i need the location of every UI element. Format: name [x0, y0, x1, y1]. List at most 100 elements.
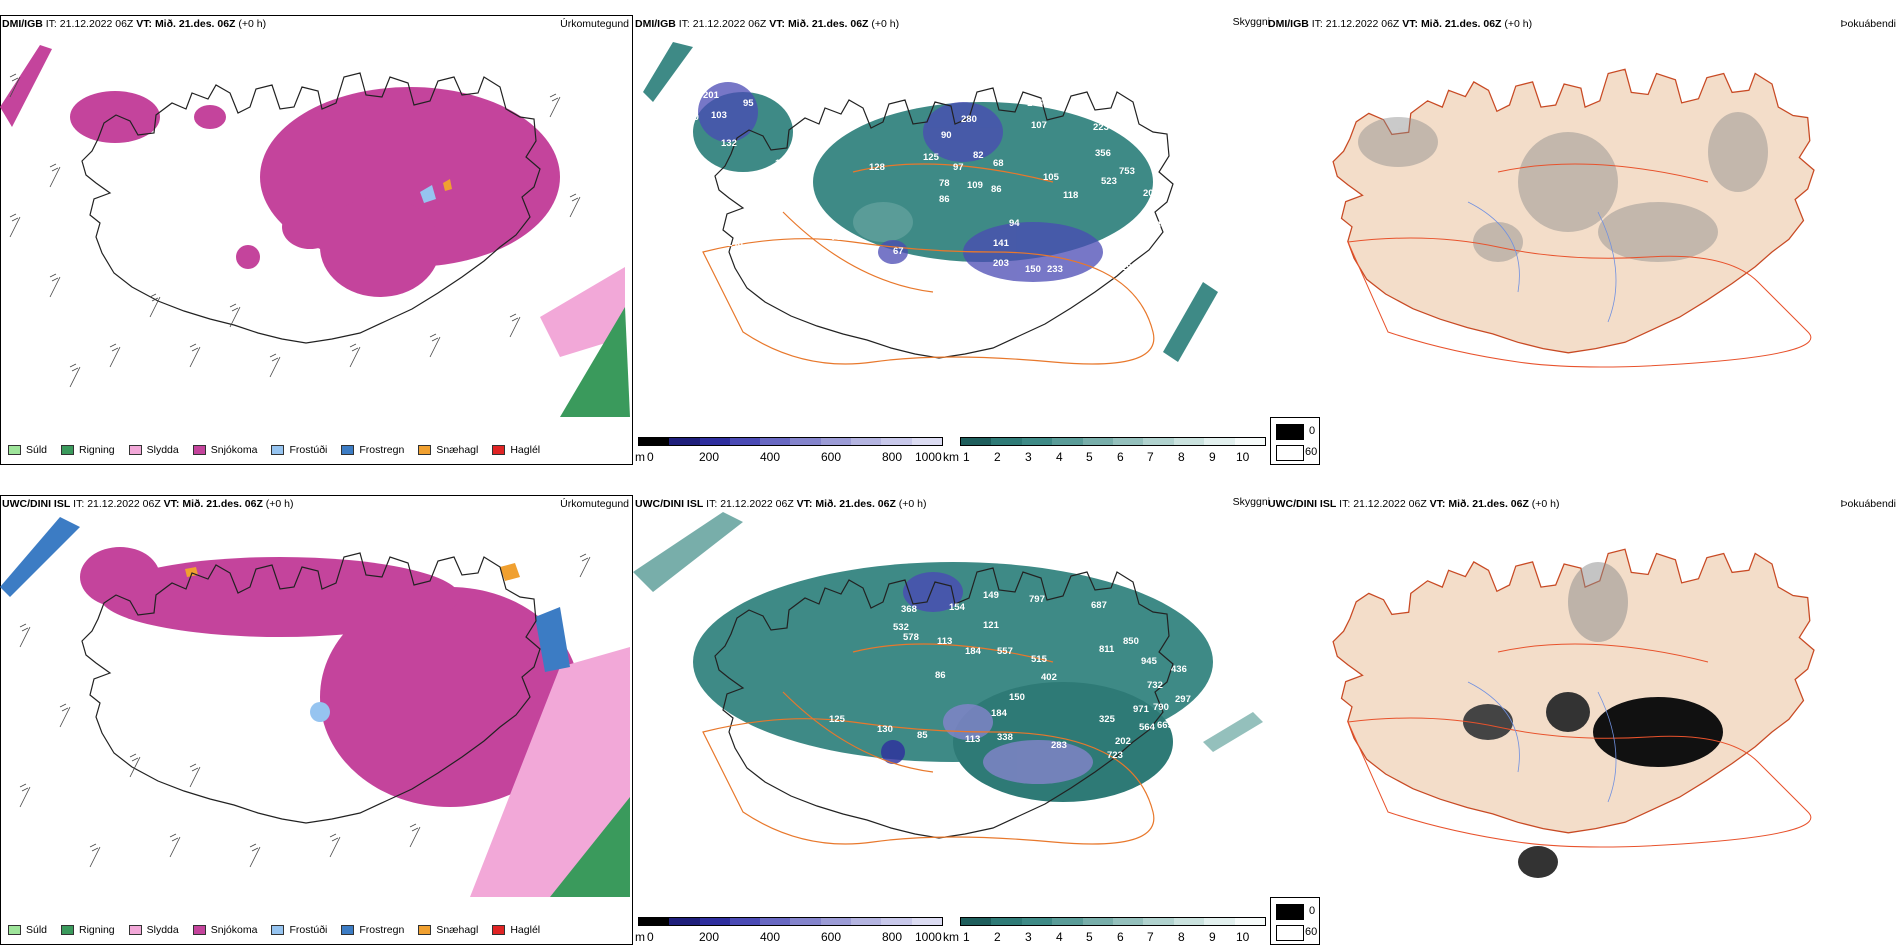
offset: (+0 h)	[1531, 498, 1560, 510]
ceiling-label: 207	[735, 184, 751, 195]
panel-title: UWC/DINI ISL IT: 21.12.2022 06Z VT: Mið.…	[2, 498, 294, 510]
ceiling-unit: m	[635, 450, 645, 464]
precip-areas	[0, 45, 630, 417]
ceiling-label: 82	[973, 150, 984, 161]
ceiling-label: 132	[721, 138, 737, 149]
it-value: 21.12.2022 06Z	[720, 498, 794, 510]
ceiling-label: 68	[993, 158, 1004, 169]
variable-name: Þokuábendi	[1840, 18, 1896, 30]
legend-item-freezing-drizzle: Frostúði	[271, 444, 327, 456]
visibility-areas	[633, 512, 1263, 802]
ceiling-label: 356	[1095, 148, 1111, 159]
ceiling-label: 338	[997, 732, 1013, 743]
precip-legend: Súld Rigning Slydda Snjókoma Frostúði Fr…	[8, 924, 554, 936]
legend-item-rain: Rigning	[61, 924, 115, 936]
ceiling-label: 233	[1047, 264, 1063, 275]
ceiling-label: 173	[1113, 242, 1129, 253]
ceiling-label: 141	[993, 238, 1010, 249]
ceiling-label: 532	[893, 622, 909, 633]
it-label: IT:	[706, 498, 718, 510]
freezing-rain-area	[0, 517, 80, 597]
ceiling-label: 149	[983, 590, 999, 601]
legend-item-sleet: Slydda	[128, 924, 179, 936]
fog-area	[1358, 117, 1438, 167]
ceiling-label: 325	[1099, 714, 1116, 725]
visibility-tick: 7	[1147, 930, 1154, 944]
snow-area	[320, 197, 440, 297]
ceiling-label: 201	[703, 90, 720, 101]
roads	[702, 163, 1155, 365]
variable-name: Úrkomutegund	[560, 498, 629, 510]
low-visibility-streak	[1203, 712, 1263, 752]
ceiling-label: 945	[1141, 656, 1158, 667]
ceiling-tick: 800	[882, 450, 903, 464]
legend-item-snow: Snjókoma	[192, 924, 257, 936]
panel-visibility-bottom: UWC/DINI ISL IT: 21.12.2022 06Z VT: Mið.…	[633, 492, 1270, 945]
low-visibility-streak	[633, 512, 743, 592]
visibility-colorbar	[960, 917, 1266, 926]
panel-precip-type-top: DMI/IGB IT: 21.12.2022 06Z VT: Mið. 21.d…	[0, 12, 633, 465]
ceiling-label: 368	[901, 604, 917, 615]
ceiling-label: 203	[993, 258, 1009, 269]
panel-title: DMI/IGB IT: 21.12.2022 06Z VT: Mið. 21.d…	[1268, 18, 1532, 30]
ceiling-label: 107	[1031, 120, 1047, 131]
freezing-drizzle-area	[310, 702, 330, 722]
ceiling-label: 122	[1165, 226, 1181, 237]
ceiling-label: 86	[991, 184, 1002, 195]
legend-item-freezing-drizzle: Frostúði	[271, 924, 327, 936]
fog-swatch-light	[1276, 925, 1304, 941]
fog-area	[1463, 704, 1513, 740]
visibility-tick: 8	[1178, 930, 1185, 944]
panel-title: UWC/DINI ISL IT: 21.12.2022 06Z VT: Mið.…	[1268, 498, 1560, 510]
ceiling-label: 564	[1139, 722, 1156, 733]
ceiling-label: 436	[1171, 664, 1187, 675]
visibility-tick: 5	[1086, 450, 1093, 464]
vt-label: VT:	[163, 498, 180, 510]
ceiling-label: 184	[991, 708, 1008, 719]
visibility-tick: 10	[1236, 450, 1250, 464]
fog-legend-label: 0	[1309, 905, 1316, 917]
ceiling-label: 231	[705, 592, 722, 603]
offset: (+0 h)	[265, 498, 294, 510]
legend-item-drizzle: Súld	[8, 444, 47, 456]
variable-name: Skyggni	[1232, 16, 1270, 28]
ceiling-tick: 200	[699, 930, 720, 944]
ceiling-value-labels: 194 201 95 290 103 132 157 207 143 73 44…	[683, 74, 1194, 353]
fog-legend-label: 0	[1309, 425, 1316, 437]
ceiling-label: 515	[1031, 654, 1048, 665]
map-precip-type	[0, 517, 630, 897]
variable-name: Úrkomutegund	[560, 18, 629, 30]
ceiling-label: 94	[1009, 218, 1020, 229]
ceiling-tick: 1000	[915, 450, 942, 464]
ceiling-label: 850	[1123, 636, 1139, 647]
legend-item-hail: Haglél	[492, 444, 540, 456]
ceiling-label: 137	[1173, 246, 1189, 257]
visibility-tick: 1	[963, 930, 970, 944]
snow-area	[320, 587, 580, 807]
fog-area	[1593, 697, 1723, 767]
it-label: IT:	[1311, 18, 1323, 30]
snow-area	[282, 205, 338, 249]
ceiling-label: 198	[1121, 262, 1137, 273]
model-name: DMI/IGB	[1268, 18, 1309, 30]
it-label: IT:	[1339, 498, 1351, 510]
ceiling-label: 184	[965, 646, 982, 657]
legend-item-freezing-rain: Frostregn	[341, 924, 404, 936]
it-label: IT:	[73, 498, 85, 510]
fog-swatch-dark	[1276, 904, 1304, 920]
vt-value: Mið. 21.des. 06Z	[1420, 18, 1502, 30]
sleet-area	[540, 267, 625, 357]
ceiling-area	[698, 82, 758, 142]
visibility-tick: 10	[1236, 930, 1250, 944]
ceiling-label: 753	[1119, 166, 1135, 177]
visibility-tick: 1	[963, 450, 970, 464]
vt-value: Mið. 21.des. 06Z	[815, 498, 896, 510]
it-label: IT:	[45, 18, 57, 30]
ceiling-label: 523	[1101, 176, 1117, 187]
legend-item-snow: Snjókoma	[192, 444, 257, 456]
ceiling-tick: 200	[699, 450, 720, 464]
rain-area	[560, 307, 630, 417]
ceiling-label: 130	[877, 724, 893, 735]
fog-legend: 0 60	[1270, 897, 1320, 945]
ceiling-label: 194	[721, 74, 738, 85]
